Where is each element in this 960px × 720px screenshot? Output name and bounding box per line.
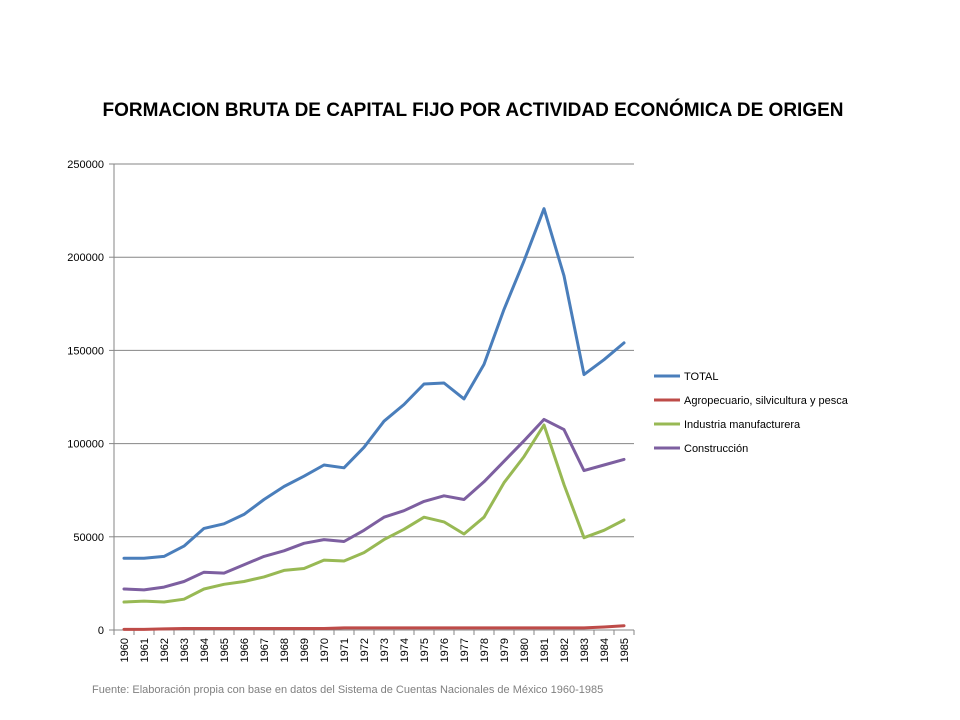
y-tick-label: 250000: [67, 159, 104, 171]
y-tick-label: 200000: [67, 252, 104, 264]
x-tick-label: 1975: [419, 638, 431, 662]
x-tick-label: 1960: [119, 638, 131, 662]
y-tick-label: 0: [98, 625, 104, 637]
chart-title: FORMACION BRUTA DE CAPITAL FIJO POR ACTI…: [102, 100, 844, 121]
x-tick-label: 1967: [259, 638, 271, 662]
x-tick-label: 1976: [439, 638, 451, 662]
x-tick-label: 1980: [519, 638, 531, 662]
x-tick-label: 1984: [599, 638, 611, 662]
x-tick-label: 1962: [159, 638, 171, 662]
legend-label: Construcción: [684, 443, 748, 455]
series-line-0: [122, 207, 626, 560]
x-tick-label: 1968: [279, 638, 291, 662]
axes: [113, 164, 634, 631]
series-line-3: [122, 417, 626, 592]
y-tick-label: 100000: [67, 439, 104, 451]
x-tick-label: 1973: [379, 638, 391, 662]
x-tick-label: 1977: [459, 638, 471, 662]
legend: TOTAL Agropecuario, silvicultura y pesca I…: [654, 371, 849, 455]
x-axis-ticks: 1960 1961 1962 1963 1964 1965 1966 1967 1968 1969…: [113, 630, 635, 662]
series-lines: [122, 207, 626, 631]
x-tick-label: 1966: [239, 638, 251, 662]
y-tick-label: 50000: [73, 532, 104, 544]
x-tick-label: 1985: [619, 638, 631, 662]
x-tick-label: 1965: [219, 638, 231, 662]
x-tick-label: 1978: [479, 638, 491, 662]
legend-label: Agropecuario, silvicultura y pesca: [684, 395, 849, 407]
x-tick-label: 1983: [579, 638, 591, 662]
series-line-1: [122, 624, 626, 631]
x-tick-label: 1979: [499, 638, 511, 662]
x-tick-label: 1961: [139, 638, 151, 662]
x-tick-label: 1964: [199, 638, 211, 662]
x-tick-label: 1972: [359, 638, 371, 662]
legend-label: Industria manufacturera: [684, 419, 801, 431]
y-tick-label: 150000: [67, 345, 104, 357]
x-tick-label: 1982: [559, 638, 571, 662]
legend-label: TOTAL: [684, 371, 718, 383]
x-tick-label: 1963: [179, 638, 191, 662]
source-note: Fuente: Elaboración propia con base en d…: [92, 684, 604, 696]
series-line-2: [122, 423, 626, 604]
x-tick-label: 1974: [399, 638, 411, 662]
x-tick-label: 1969: [299, 638, 311, 662]
x-tick-label: 1970: [319, 638, 331, 662]
y-axis-ticks: 0 50000 100000 150000 200000 250000: [67, 159, 114, 637]
x-tick-label: 1971: [339, 638, 351, 662]
grid-lines: [114, 163, 634, 538]
x-tick-label: 1981: [539, 638, 551, 662]
